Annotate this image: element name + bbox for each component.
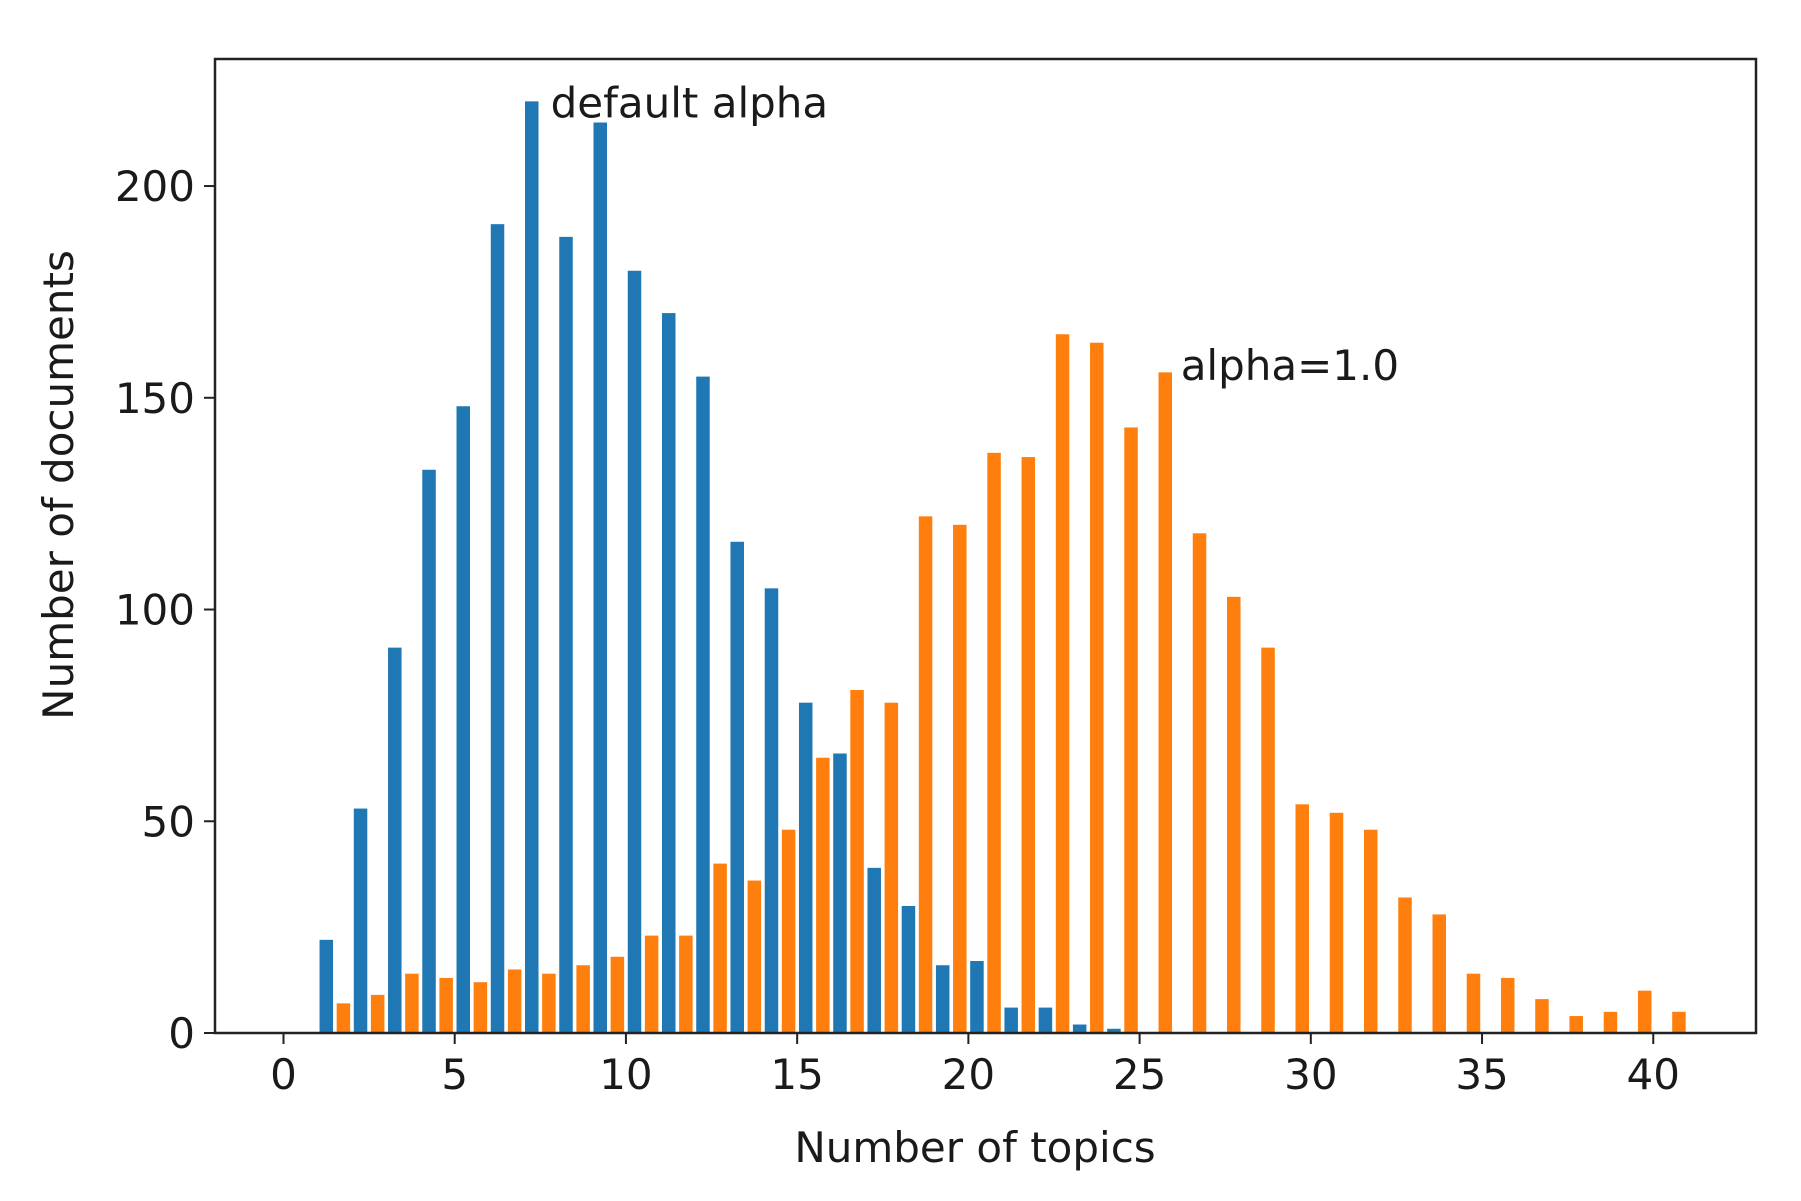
bar-s0-x1 <box>319 939 334 1033</box>
bar-s0-x6 <box>490 224 505 1033</box>
bar-s1-x39 <box>1637 990 1652 1033</box>
y-tick-label-4: 200 <box>115 162 195 211</box>
x-axis-label: Number of topics <box>794 1123 1155 1172</box>
bar-s1-x28 <box>1261 647 1275 1033</box>
bar-s0-x12 <box>696 376 710 1033</box>
y-axis-ticks: 0 50 100 150 200 <box>115 162 215 1058</box>
bar-s0-x22 <box>1038 1007 1053 1033</box>
bar-s1-x18 <box>918 516 933 1033</box>
bar-s1-x6 <box>507 969 522 1033</box>
y-tick-label-3: 150 <box>115 374 195 423</box>
bar-s1-x31 <box>1364 829 1378 1033</box>
bar-s0-x19 <box>935 965 950 1033</box>
bar-s0-x16 <box>833 753 847 1033</box>
bar-s0-x23 <box>1072 1024 1087 1033</box>
x-tick-label-0: 0 <box>270 1050 297 1099</box>
bar-s1-x19 <box>953 524 967 1033</box>
bar-s1-x32 <box>1398 897 1412 1033</box>
bar-s1-x15 <box>816 757 830 1033</box>
bar-s0-x15 <box>798 702 813 1033</box>
x-tick-label-1: 5 <box>441 1050 468 1099</box>
y-axis-label: Number of documents <box>34 250 83 720</box>
bar-s0-x4 <box>422 469 436 1033</box>
bar-s0-x9 <box>593 122 607 1033</box>
series-alpha-1-bars <box>336 334 1686 1034</box>
bar-s0-x11 <box>661 313 676 1034</box>
x-tick-label-6: 30 <box>1284 1050 1337 1099</box>
bar-s1-x40 <box>1672 1011 1686 1033</box>
bar-s1-x5 <box>473 982 488 1033</box>
bar-s0-x7 <box>525 101 539 1034</box>
series-default-alpha-bars <box>319 101 1121 1034</box>
bar-s0-x2 <box>353 808 368 1033</box>
bar-s0-x21 <box>1004 1007 1018 1033</box>
x-tick-label-7: 35 <box>1455 1050 1508 1099</box>
bar-s1-x17 <box>884 702 899 1033</box>
bar-s1-x34 <box>1466 973 1481 1033</box>
x-axis-ticks: 0 5 10 15 20 25 30 35 40 <box>270 1033 1680 1099</box>
bar-s1-x27 <box>1227 596 1241 1033</box>
x-tick-label-8: 40 <box>1627 1050 1680 1099</box>
bar-s1-x36 <box>1535 999 1549 1033</box>
bar-s0-x10 <box>627 270 642 1033</box>
bar-s0-x17 <box>867 867 881 1033</box>
bar-s1-x24 <box>1124 427 1138 1033</box>
bar-s1-x35 <box>1500 977 1515 1033</box>
bar-s1-x29 <box>1295 804 1310 1033</box>
bar-s0-x8 <box>559 236 573 1034</box>
bar-s1-x13 <box>747 880 762 1033</box>
annotation-default-alpha: default alpha <box>551 78 829 127</box>
x-tick-label-2: 10 <box>599 1050 652 1099</box>
bar-s0-x5 <box>456 406 471 1033</box>
bar-s0-x20 <box>970 961 984 1033</box>
bar-s0-x14 <box>764 588 779 1033</box>
bar-s1-x26 <box>1192 533 1207 1033</box>
bar-s1-x23 <box>1090 342 1104 1034</box>
annotation-alpha-1: alpha=1.0 <box>1181 341 1399 390</box>
bar-s1-x22 <box>1055 334 1070 1033</box>
bar-s1-x1 <box>336 1003 351 1033</box>
bar-s1-x37 <box>1569 1016 1583 1033</box>
x-tick-label-5: 25 <box>1113 1050 1166 1099</box>
bar-s1-x21 <box>1021 457 1036 1033</box>
bar-s0-x3 <box>388 647 402 1033</box>
bar-s0-x18 <box>901 905 916 1033</box>
bar-s1-x20 <box>987 452 1001 1034</box>
bar-s1-x10 <box>644 935 659 1033</box>
bar-s1-x33 <box>1432 914 1446 1033</box>
bar-s0-x24 <box>1107 1028 1121 1033</box>
bar-s1-x12 <box>713 863 727 1033</box>
bar-s1-x8 <box>576 965 590 1033</box>
bar-s1-x9 <box>610 956 625 1033</box>
bar-s1-x16 <box>850 689 864 1033</box>
bar-s1-x11 <box>679 935 693 1033</box>
x-tick-label-3: 15 <box>770 1050 823 1099</box>
y-tick-label-0: 0 <box>168 1009 195 1058</box>
bar-s1-x4 <box>439 977 453 1033</box>
y-tick-label-1: 50 <box>142 797 195 846</box>
bar-s1-x14 <box>781 829 796 1033</box>
x-tick-label-4: 20 <box>942 1050 995 1099</box>
bar-s1-x3 <box>405 973 419 1033</box>
bar-s1-x7 <box>542 973 556 1033</box>
bar-s1-x30 <box>1329 812 1344 1033</box>
bar-s1-x25 <box>1158 372 1173 1033</box>
bar-s1-x38 <box>1603 1011 1618 1033</box>
bar-s0-x13 <box>730 541 744 1033</box>
plot-frame <box>213 57 1758 1035</box>
y-tick-label-2: 100 <box>115 586 195 635</box>
bar-s1-x2 <box>370 994 385 1033</box>
